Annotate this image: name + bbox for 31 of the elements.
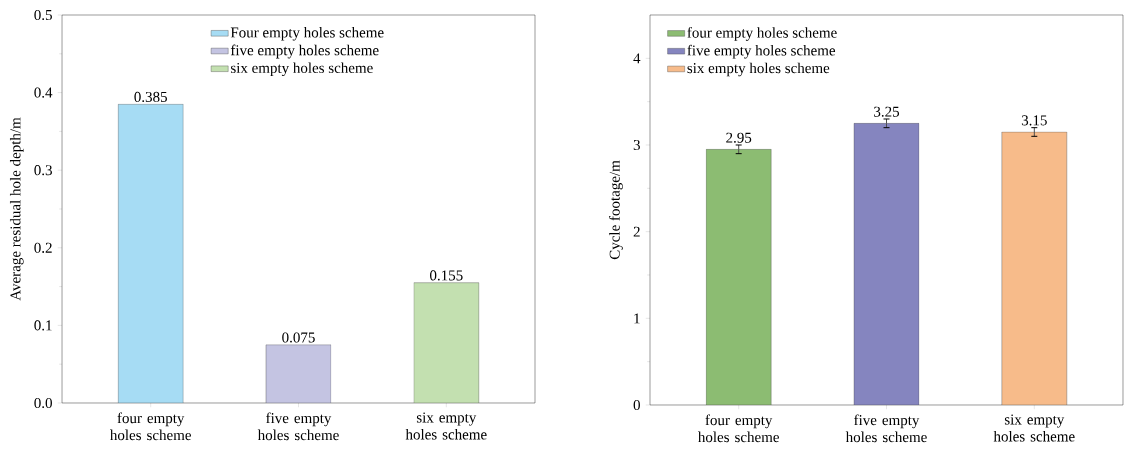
legend-label: five empty holes scheme [687,44,836,59]
data-label: 3.15 [1021,115,1047,126]
legend-label: six empty holes scheme [231,62,373,77]
x-tick-label: six empty holes scheme [405,412,487,440]
data-label: 2.95 [726,132,752,143]
y-axis-title: Cycle footage/m [609,160,623,260]
legend-label: five empty holes scheme [230,44,379,59]
x-tick-label: five empty holes scheme [257,412,339,441]
data-label: 0.075 [282,332,315,343]
y-tick-label: 0.3 [34,165,52,176]
legend-label: four empty holes scheme [687,27,837,41]
y-tick-label: 4 [633,53,641,64]
x-tick-label: five empty holes scheme [845,414,927,443]
y-tick-label: 3 [633,139,640,151]
data-label: 3.25 [874,106,900,117]
x-tick-label: six empty holes scheme [993,414,1075,442]
y-axis-title: Average residual hole depth/m [9,117,24,301]
x-tick-label: four empty holes scheme [698,414,779,443]
y-tick-label: 1 [634,313,640,324]
y-tick-label: 0.1 [34,320,52,331]
legend-label: six empty holes scheme [687,62,830,77]
y-tick-label: 0.0 [34,397,52,409]
y-tick-label: 0.2 [34,242,52,253]
legend-label: Four empty holes scheme [230,26,384,41]
x-tick-label: four empty holes scheme [110,412,191,441]
y-tick-label: 0.4 [34,87,53,98]
y-tick-label: 2 [633,226,640,237]
y-tick-label: 0 [633,399,640,411]
y-tick-label: 0.5 [34,9,52,21]
data-label: 0.385 [134,91,167,103]
data-label: 0.155 [430,270,463,281]
